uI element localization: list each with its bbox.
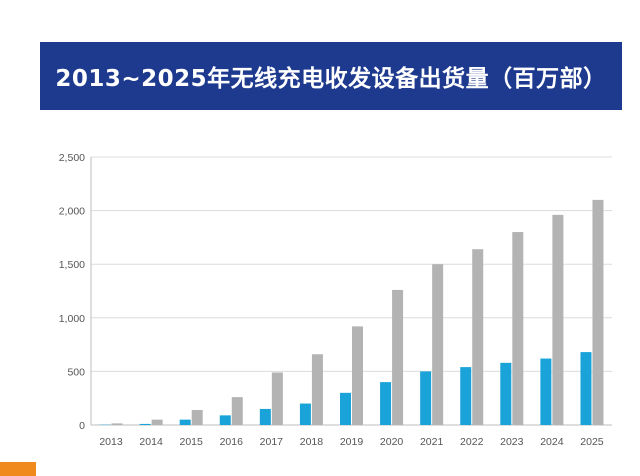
bar-series-2-2020 (392, 289, 404, 425)
corner-accent-mark (0, 462, 36, 476)
bar-series-2-2019 (352, 326, 363, 425)
bar-series-2-2016 (231, 397, 243, 425)
bar-series-1-2023 (500, 362, 512, 425)
y-axis-ticks: 0 500 1,000 1,500 2,000 2,500 (59, 152, 85, 432)
y-tick-label: 2,000 (59, 206, 85, 218)
x-tick-label: 2025 (580, 436, 604, 448)
bar-series-1-2021 (420, 371, 432, 425)
x-tick-label: 2019 (340, 436, 364, 448)
y-tick-label: 1,000 (59, 313, 85, 325)
bar-series-2-2023 (512, 232, 524, 425)
x-tick-label: 2018 (300, 436, 324, 448)
bar-series-2-2013 (111, 423, 123, 425)
bar-series-2-2024 (552, 214, 564, 425)
x-axis-ticks: 2013 2014 2015 2016 2017 2018 2019 2020 2021 2022… (99, 436, 603, 448)
bar-series-2-2015 (191, 409, 203, 425)
x-tick-label: 2013 (99, 436, 123, 448)
gridlines (90, 156, 612, 426)
bar-series-1-2018 (299, 403, 311, 425)
bar-series-1-2025 (580, 352, 592, 425)
bar-series-1-2017 (259, 408, 271, 425)
chart-title: 2013~2025年无线充电收发设备出货量（百万部） (40, 42, 622, 110)
x-tick-label: 2020 (380, 436, 404, 448)
y-tick-label: 0 (79, 420, 85, 432)
x-tick-label: 2017 (260, 436, 284, 448)
x-tick-label: 2015 (180, 436, 204, 448)
bar-series-2-2021 (432, 264, 444, 425)
bars (99, 199, 604, 425)
y-tick-label: 2,500 (59, 152, 85, 164)
bar-series-2-2025 (592, 199, 604, 425)
bar-series-1-2024 (540, 358, 552, 425)
bar-series-1-2016 (219, 415, 231, 425)
x-tick-label: 2023 (500, 436, 524, 448)
x-tick-label: 2016 (220, 436, 244, 448)
x-tick-label: 2022 (460, 436, 484, 448)
bar-series-1-2019 (340, 392, 351, 425)
x-tick-label: 2024 (540, 436, 564, 448)
bar-series-2-2014 (151, 419, 163, 425)
bar-series-2-2022 (472, 249, 484, 425)
y-tick-label: 500 (67, 366, 85, 378)
bar-series-2-2017 (271, 372, 283, 425)
x-tick-label: 2014 (139, 436, 163, 448)
bar-series-2-2018 (311, 354, 323, 425)
bar-series-1-2015 (179, 419, 191, 425)
bar-series-1-2014 (139, 423, 151, 425)
bar-series-1-2020 (380, 382, 392, 425)
bar-series-1-2022 (460, 367, 472, 425)
x-tick-label: 2021 (420, 436, 444, 448)
y-tick-label: 1,500 (59, 259, 85, 271)
